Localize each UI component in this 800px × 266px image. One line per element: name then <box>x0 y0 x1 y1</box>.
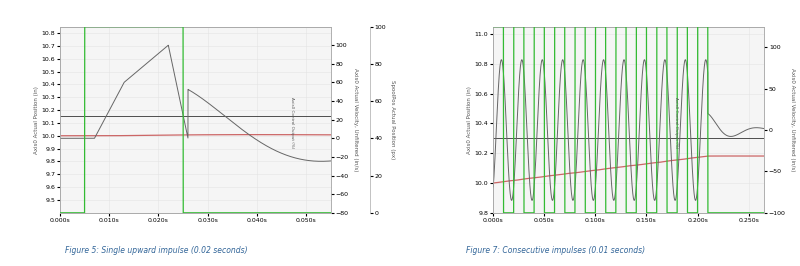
Text: Figure 5: Single upward impulse (0.02 seconds): Figure 5: Single upward impulse (0.02 se… <box>65 246 247 255</box>
Y-axis label: Axis0 Actual Velocity, Unfiltered (in/s): Axis0 Actual Velocity, Unfiltered (in/s) <box>790 68 795 171</box>
Text: Axis0 Control Output (%): Axis0 Control Output (%) <box>674 97 678 148</box>
Y-axis label: SpoolPos Actual Position (px): SpoolPos Actual Position (px) <box>390 80 395 159</box>
Text: Axis0 Control Output (%): Axis0 Control Output (%) <box>290 97 294 148</box>
Y-axis label: Axis0 Actual Position (in): Axis0 Actual Position (in) <box>467 86 472 154</box>
Y-axis label: Axis0 Actual Position (in): Axis0 Actual Position (in) <box>34 86 38 154</box>
Y-axis label: Axis0 Actual Velocity, Unfiltered (in/s): Axis0 Actual Velocity, Unfiltered (in/s) <box>353 68 358 171</box>
Text: Figure 7: Consecutive impulses (0.01 seconds): Figure 7: Consecutive impulses (0.01 sec… <box>466 246 646 255</box>
